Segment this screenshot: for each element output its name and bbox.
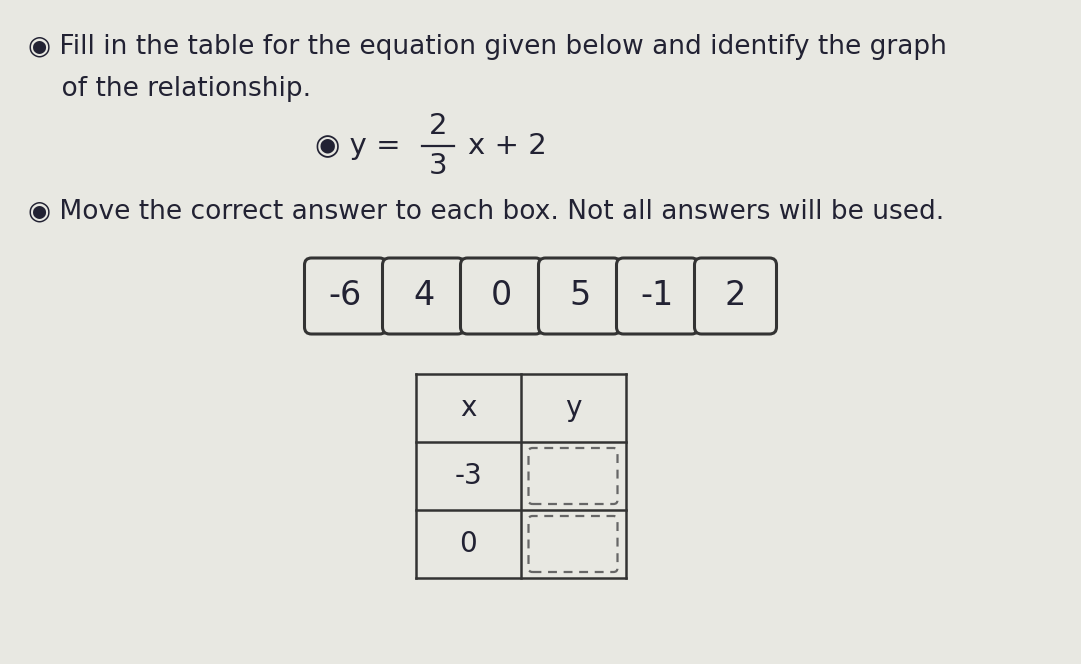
Text: ◉ y =: ◉ y = [315, 132, 410, 160]
Text: -1: -1 [641, 280, 675, 313]
FancyBboxPatch shape [694, 258, 776, 334]
Text: 2: 2 [725, 280, 746, 313]
Text: -6: -6 [329, 280, 362, 313]
Text: 2: 2 [429, 112, 448, 140]
FancyBboxPatch shape [305, 258, 387, 334]
Text: 5: 5 [569, 280, 590, 313]
Text: x + 2: x + 2 [468, 132, 547, 160]
Text: 0: 0 [459, 530, 477, 558]
Text: y: y [564, 394, 582, 422]
FancyBboxPatch shape [538, 258, 620, 334]
Text: ◉ Move the correct answer to each box. Not all answers will be used.: ◉ Move the correct answer to each box. N… [28, 199, 944, 225]
Text: of the relationship.: of the relationship. [28, 76, 311, 102]
Text: ◉ Fill in the table for the equation given below and identify the graph: ◉ Fill in the table for the equation giv… [28, 34, 947, 60]
Text: x: x [459, 394, 477, 422]
FancyBboxPatch shape [383, 258, 465, 334]
FancyBboxPatch shape [461, 258, 543, 334]
Text: 3: 3 [429, 152, 448, 180]
Text: 0: 0 [491, 280, 512, 313]
FancyBboxPatch shape [616, 258, 698, 334]
Text: 4: 4 [413, 280, 435, 313]
Text: -3: -3 [454, 462, 482, 490]
